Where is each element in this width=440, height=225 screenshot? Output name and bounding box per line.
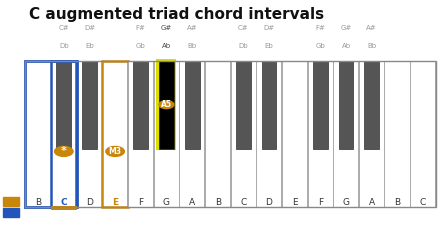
Bar — [385, 61, 410, 207]
Text: E: E — [112, 198, 118, 207]
Bar — [236, 61, 251, 148]
Bar — [154, 61, 179, 207]
Text: Gb: Gb — [136, 43, 146, 49]
Bar — [205, 61, 230, 207]
Text: Eb: Eb — [85, 43, 94, 49]
Text: B: B — [215, 198, 221, 207]
Text: B: B — [35, 198, 41, 207]
Bar — [3, 208, 18, 217]
Bar — [82, 61, 97, 148]
Text: Gb: Gb — [315, 43, 325, 49]
Text: F#: F# — [136, 25, 146, 31]
Bar — [26, 61, 77, 207]
Text: B: B — [394, 198, 400, 207]
Bar — [51, 206, 77, 210]
Text: G: G — [342, 198, 349, 207]
Bar — [77, 61, 102, 207]
Bar — [256, 61, 282, 207]
Text: basicmusictheory.com: basicmusictheory.com — [8, 77, 13, 139]
Text: Bb: Bb — [187, 43, 197, 49]
Bar — [179, 61, 205, 207]
Bar — [133, 61, 148, 148]
Text: C: C — [240, 198, 246, 207]
Bar — [338, 61, 353, 148]
Bar — [359, 61, 384, 207]
Text: G#: G# — [161, 25, 172, 31]
Text: G: G — [163, 198, 170, 207]
Bar — [3, 197, 18, 206]
Circle shape — [106, 146, 125, 156]
Bar — [231, 61, 256, 207]
Text: M3: M3 — [109, 147, 121, 156]
Text: Bb: Bb — [367, 43, 376, 49]
Text: Eb: Eb — [265, 43, 273, 49]
Text: G#: G# — [341, 25, 352, 31]
Bar — [185, 61, 199, 148]
Bar — [308, 61, 333, 207]
Text: C: C — [420, 198, 426, 207]
Text: A: A — [369, 198, 375, 207]
Text: C#: C# — [59, 25, 69, 31]
Bar — [56, 61, 71, 148]
Bar — [26, 61, 436, 207]
Text: D: D — [266, 198, 272, 207]
Text: C#: C# — [238, 25, 249, 31]
Bar — [333, 61, 359, 207]
Bar — [313, 61, 328, 148]
Text: A#: A# — [187, 25, 198, 31]
Text: D#: D# — [84, 25, 95, 31]
Bar — [159, 61, 174, 148]
Bar — [410, 61, 436, 207]
Bar — [282, 61, 307, 207]
Text: F: F — [318, 198, 323, 207]
Bar — [262, 61, 276, 148]
Text: C: C — [60, 198, 67, 207]
Bar — [26, 61, 51, 207]
Bar — [128, 61, 153, 207]
Text: Ab: Ab — [341, 43, 351, 49]
Text: F#: F# — [315, 25, 325, 31]
Text: *: * — [61, 146, 67, 156]
Circle shape — [55, 146, 73, 156]
Text: E: E — [292, 198, 297, 207]
Text: D: D — [86, 198, 93, 207]
Text: A5: A5 — [161, 100, 172, 109]
Bar — [51, 61, 76, 207]
Text: A#: A# — [367, 25, 377, 31]
Text: Ab: Ab — [162, 43, 171, 49]
Circle shape — [159, 101, 174, 109]
Text: C augmented triad chord intervals: C augmented triad chord intervals — [29, 7, 325, 22]
Bar — [364, 61, 379, 148]
Bar — [157, 59, 176, 150]
Text: Db: Db — [238, 43, 248, 49]
Text: F: F — [138, 198, 143, 207]
Bar — [102, 61, 128, 207]
Text: A: A — [189, 198, 195, 207]
Text: Db: Db — [59, 43, 69, 49]
Text: D#: D# — [264, 25, 275, 31]
